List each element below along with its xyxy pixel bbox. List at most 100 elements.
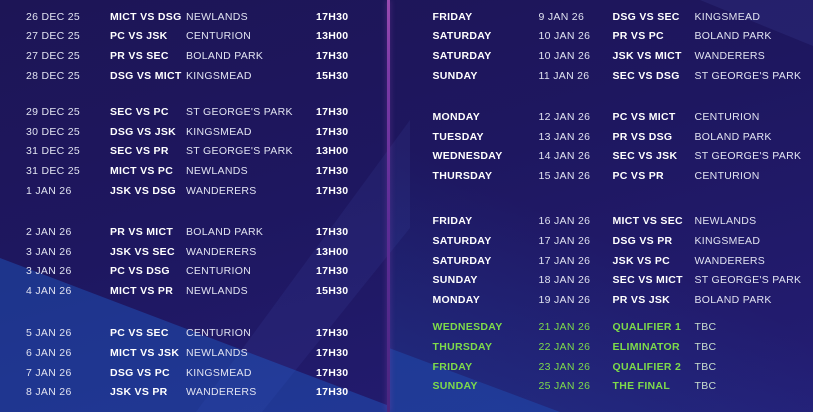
fixture-row: TUESDAY 13 JAN 26 PR VS DSG BOLAND PARK (390, 127, 813, 147)
fixture-venue: TBC (694, 360, 717, 373)
fixture-venue: WANDERERS (186, 185, 257, 198)
fixture-row: 3 JAN 26 JSK VS SEC WANDERERS 13H00 (0, 242, 387, 262)
fixture-venue: CENTURION (694, 110, 760, 123)
fixture-day: FRIDAY (432, 215, 473, 228)
fixture-match: JSK VS SEC (110, 245, 175, 258)
fixture-venue: NEWLANDS (186, 346, 248, 359)
fixture-date: 7 JAN 26 (26, 366, 72, 379)
fixture-day: FRIDAY (432, 10, 473, 23)
fixture-time: 17H30 (316, 346, 349, 359)
fixture-venue: NEWLANDS (186, 285, 248, 298)
fixture-date: 10 JAN 26 (538, 50, 591, 63)
fixture-venue: WANDERERS (186, 245, 257, 258)
fixture-date: 9 JAN 26 (538, 10, 585, 23)
fixture-match: MICT VS DSG (110, 10, 182, 23)
fixture-match: MICT VS PC (110, 165, 174, 178)
fixture-venue: KINGSMEAD (694, 10, 761, 23)
fixture-time: 17H30 (316, 50, 349, 63)
fixture-day: WEDNESDAY (432, 321, 503, 333)
fixtures-block: MONDAY 12 JAN 26 PC VS MICT CENTURION TU… (390, 107, 813, 186)
fixture-venue: KINGSMEAD (186, 366, 252, 379)
fixture-row: SATURDAY 17 JAN 26 DSG VS PR KINGSMEAD (390, 231, 813, 251)
fixture-time: 13H00 (316, 245, 349, 258)
fixture-day: SUNDAY (432, 70, 478, 83)
fixture-date: 19 JAN 26 (538, 294, 591, 307)
fixture-time: 13H00 (316, 145, 349, 158)
fixture-time: 17H30 (316, 265, 349, 278)
fixture-row: 8 JAN 26 JSK VS PR WANDERERS 17H30 (0, 383, 387, 403)
fixture-match: SEC VS PR (110, 145, 169, 158)
fixtures-block: FRIDAY 9 JAN 26 DSG VS SEC KINGSMEAD SAT… (390, 7, 813, 86)
fixture-date: 2 JAN 26 (26, 225, 72, 238)
fixture-row: SUNDAY 18 JAN 26 SEC VS MICT ST GEORGE'S… (390, 271, 813, 291)
fixture-time: 17H30 (316, 125, 349, 138)
fixture-match: PR VS MICT (110, 225, 174, 238)
fixture-day: TUESDAY (432, 130, 484, 143)
fixture-venue: NEWLANDS (694, 215, 757, 228)
fixture-date: 3 JAN 26 (26, 245, 72, 258)
fixture-row: 27 DEC 25 PR VS SEC BOLAND PARK 17H30 (0, 47, 387, 67)
fixture-match: ELIMINATOR (612, 340, 680, 353)
fixture-row: 7 JAN 26 DSG VS PC KINGSMEAD 17H30 (0, 363, 387, 383)
fixture-date: 16 JAN 26 (538, 215, 591, 228)
fixture-date: 3 JAN 26 (26, 265, 72, 278)
fixture-match: MICT VS SEC (612, 215, 683, 228)
fixture-match: JSK VS DSG (110, 185, 177, 198)
fixture-row: SATURDAY 17 JAN 26 JSK VS PC WANDERERS (390, 251, 813, 271)
fixture-time: 13H00 (316, 30, 349, 43)
fixtures-block: 26 DEC 25 MICT VS DSG NEWLANDS 17H30 27 … (0, 7, 387, 86)
fixture-day: MONDAY (432, 110, 481, 123)
fixture-time: 17H30 (316, 10, 349, 23)
fixture-match: DSG VS PR (612, 234, 673, 247)
fixture-time: 17H30 (316, 165, 349, 178)
fixture-row: WEDNESDAY 21 JAN 26 QUALIFIER 1 TBC (390, 317, 813, 337)
fixture-row: 27 DEC 25 PC VS JSK CENTURION 13H00 (0, 27, 387, 47)
fixture-time: 17H30 (316, 185, 349, 198)
fixture-venue: BOLAND PARK (186, 225, 264, 238)
fixture-day: SATURDAY (432, 30, 492, 43)
fixture-time: 15H30 (316, 285, 349, 298)
fixture-match: PC VS PR (612, 170, 664, 183)
fixture-match: SEC VS PC (110, 105, 169, 118)
fixture-date: 31 DEC 25 (26, 165, 81, 178)
fixture-date: 6 JAN 26 (26, 346, 72, 359)
fixture-date: 23 JAN 26 (538, 360, 591, 373)
fixture-row: 26 DEC 25 MICT VS DSG NEWLANDS 17H30 (0, 7, 387, 27)
fixture-row: 29 DEC 25 SEC VS PC ST GEORGE'S PARK 17H… (0, 102, 387, 122)
fixture-row: MONDAY 19 JAN 26 PR VS JSK BOLAND PARK (390, 291, 813, 311)
fixture-time: 17H30 (316, 366, 349, 379)
fixture-venue: BOLAND PARK (694, 294, 772, 307)
fixture-date: 4 JAN 26 (26, 285, 72, 298)
fixture-match: QUALIFIER 1 (612, 321, 682, 333)
fixture-date: 17 JAN 26 (538, 254, 591, 267)
fixture-match: SEC VS MICT (612, 274, 683, 287)
fixture-date: 12 JAN 26 (538, 110, 591, 123)
fixture-venue: TBC (694, 380, 717, 393)
fixture-match: PC VS SEC (110, 327, 169, 339)
fixture-day: SATURDAY (432, 234, 492, 247)
fixture-match: DSG VS SEC (612, 10, 680, 23)
fixture-date: 15 JAN 26 (538, 170, 591, 183)
fixture-venue: CENTURION (694, 170, 760, 183)
fixture-match: JSK VS PR (110, 386, 168, 399)
fixture-match: QUALIFIER 2 (612, 360, 682, 373)
fixture-venue: WANDERERS (186, 386, 257, 399)
fixture-date: 22 JAN 26 (538, 340, 591, 353)
fixture-row: FRIDAY 23 JAN 26 QUALIFIER 2 TBC (390, 357, 813, 377)
fixture-date: 28 DEC 25 (26, 70, 81, 83)
fixture-match: MICT VS JSK (110, 346, 180, 359)
fixture-row: 30 DEC 25 DSG VS JSK KINGSMEAD 17H30 (0, 122, 387, 142)
fixtures-block: 29 DEC 25 SEC VS PC ST GEORGE'S PARK 17H… (0, 102, 387, 201)
fixture-row: FRIDAY 16 JAN 26 MICT VS SEC NEWLANDS (390, 211, 813, 231)
fixture-match: JSK VS PC (612, 254, 671, 267)
fixtures-block: 2 JAN 26 PR VS MICT BOLAND PARK 17H30 3 … (0, 222, 387, 301)
fixture-venue: CENTURION (186, 265, 252, 278)
fixture-day: MONDAY (432, 294, 481, 307)
fixture-row: 2 JAN 26 PR VS MICT BOLAND PARK 17H30 (0, 222, 387, 242)
fixture-row: 6 JAN 26 MICT VS JSK NEWLANDS 17H30 (0, 343, 387, 363)
fixture-venue: BOLAND PARK (694, 130, 772, 143)
fixture-match: SEC VS JSK (612, 150, 678, 163)
fixture-venue: ST GEORGE'S PARK (694, 274, 802, 287)
fixture-date: 31 DEC 25 (26, 145, 81, 158)
